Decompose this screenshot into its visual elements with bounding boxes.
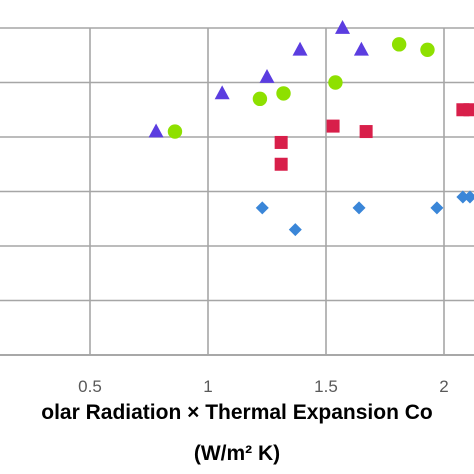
square-marker bbox=[463, 103, 474, 117]
x-tick-label: 1 bbox=[203, 377, 212, 396]
triangle-marker bbox=[353, 41, 369, 56]
square-marker bbox=[326, 119, 340, 133]
diamond-marker bbox=[255, 201, 269, 215]
diamond-marker bbox=[352, 201, 366, 215]
diamond-marker bbox=[288, 223, 302, 237]
x-tick-labels: 0.5 1 1.5 2 bbox=[78, 377, 449, 396]
gridlines bbox=[0, 27, 474, 356]
square-marker bbox=[359, 125, 373, 139]
circle-marker bbox=[391, 37, 407, 52]
x-tick-label: 0.5 bbox=[78, 377, 102, 396]
diamond-marker bbox=[430, 201, 444, 215]
circle-marker bbox=[252, 91, 268, 107]
triangle-marker bbox=[214, 85, 230, 100]
diamond-marker bbox=[463, 190, 474, 204]
triangle-marker bbox=[148, 123, 164, 138]
square-marker bbox=[274, 135, 288, 149]
circle-marker bbox=[420, 42, 435, 57]
x-axis-unit: (W/m² K) bbox=[194, 442, 280, 465]
triangle-marker bbox=[292, 41, 308, 56]
square-marker bbox=[274, 157, 288, 171]
x-tick-label: 2 bbox=[439, 377, 448, 396]
data-points bbox=[148, 19, 474, 237]
triangle-marker bbox=[259, 68, 275, 83]
circle-marker bbox=[328, 75, 343, 90]
x-axis-title: olar Radiation × Thermal Expansion Co bbox=[41, 401, 433, 424]
diamond-marker bbox=[456, 190, 470, 204]
x-tick-label: 1.5 bbox=[314, 377, 338, 396]
circle-marker bbox=[276, 86, 291, 101]
circle-marker bbox=[167, 124, 183, 139]
triangle-marker bbox=[335, 19, 351, 34]
